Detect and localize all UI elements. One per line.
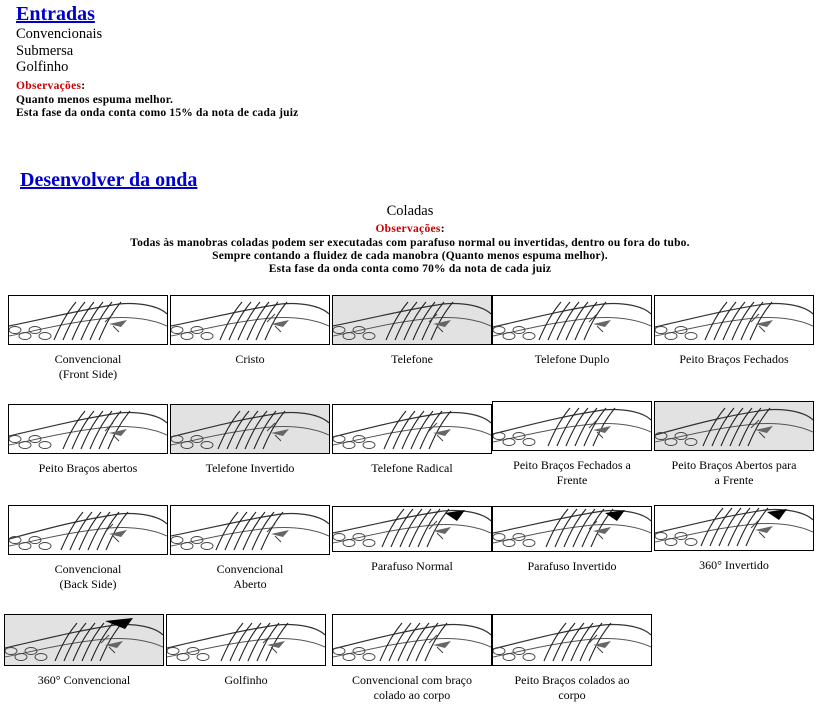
maneuver-caption: Telefone Radical [371,461,453,475]
maneuver-image [166,614,326,666]
maneuver-caption: Convencional (Front Side) [54,352,122,381]
maneuver-caption: Cristo [235,352,265,366]
entradas-section: Entradas Convencionais Submersa Golfinho… [16,2,298,121]
entrada-item-golfinho: Golfinho [16,59,69,75]
maneuver-caption: Parafuso Invertido [527,559,617,573]
maneuver-caption: Convencional (Back Side) [54,562,122,591]
maneuver-caption: Telefone [391,352,433,366]
coladas-note-execucao: Todas às manobras coladas podem ser exec… [130,237,690,249]
entrada-item-convencionais: Convencionais [16,26,103,42]
maneuver-caption: Telefone Invertido [205,461,295,475]
maneuver-caption: Telefone Duplo [534,352,610,366]
coladas-note-percentual: Esta fase da onda conta como 70% da nota… [268,263,552,276]
maneuver-caption: Peito Braços Fechados a Frente [513,458,631,487]
entradas-observacoes: Observações: [16,79,86,92]
maneuver-image [332,506,492,552]
maneuver-image [170,404,330,454]
maneuver-image [654,295,814,345]
maneuver-image [654,401,814,451]
coladas-title: Coladas [386,203,434,219]
entradas-note-espuma: Quanto menos espuma melhor. [16,93,174,106]
maneuver-image [492,401,652,451]
maneuver-image [170,295,330,345]
maneuver-image [492,506,652,552]
entradas-note-percentual: Esta fase da onda conta como 15% da nota… [16,107,299,119]
maneuver-image [332,295,492,345]
maneuver-caption: Convencional Aberto [216,562,284,591]
maneuver-image [332,614,492,666]
maneuver-caption: Peito Braços Abertos para a Frente [671,458,797,487]
maneuver-caption: 360° Invertido [699,558,769,572]
observacoes-label: Observações [375,223,441,235]
entrada-item-submersa: Submersa [16,42,74,59]
entradas-heading-link[interactable]: Entradas [16,3,95,25]
maneuver-caption: Peito Braços abertos [38,461,138,475]
desenvolver-heading-link[interactable]: Desenvolver da onda [20,169,198,191]
maneuver-caption: Parafuso Normal [371,559,453,573]
coladas-note-fluidez: Sempre contando a fluidez de cada manobr… [212,250,608,263]
maneuver-image [492,614,652,666]
maneuver-image [8,295,168,345]
observacoes-label: Observações [16,79,82,92]
maneuver-caption: Peito Braços Fechados [679,352,789,366]
maneuver-caption: 360° Convencional [37,673,131,687]
maneuver-image [332,404,492,454]
maneuver-image [4,614,164,666]
maneuver-caption: Golfinho [224,673,268,687]
maneuver-caption: Peito Braços colados ao corpo [514,673,630,702]
maneuver-image [8,505,168,555]
maneuver-image [170,505,330,555]
maneuver-image [8,404,168,454]
maneuver-image [492,295,652,345]
coladas-block: Coladas Observações: Todas às manobras c… [0,203,820,277]
maneuver-caption: Convencional com braço colado ao corpo [352,673,472,702]
maneuver-image [654,505,814,551]
